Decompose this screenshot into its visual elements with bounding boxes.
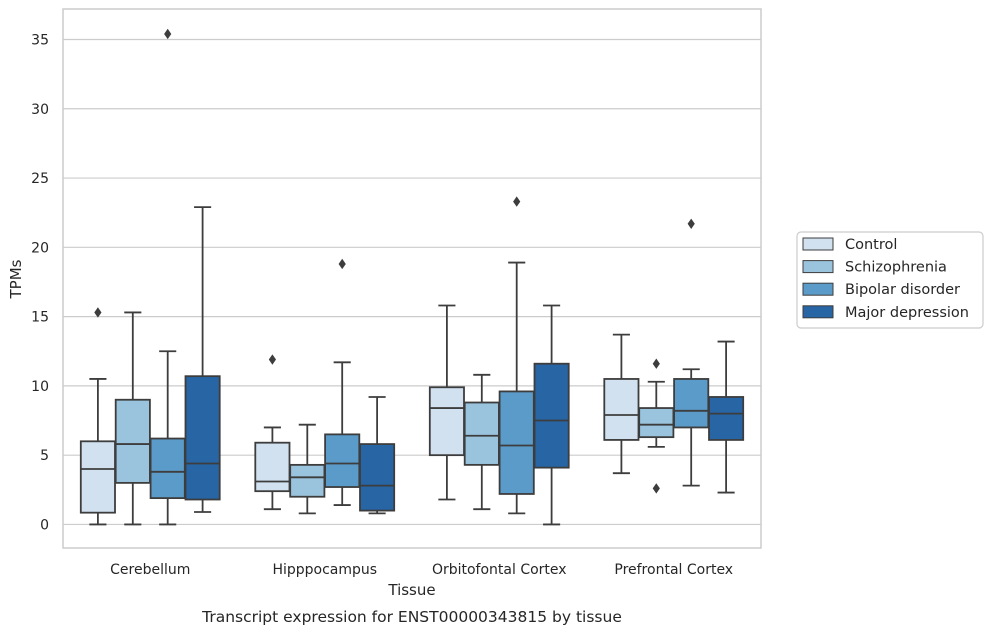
box-body	[428, 386, 465, 457]
box-body	[498, 390, 535, 495]
outlier-point	[268, 354, 276, 365]
box	[114, 311, 151, 526]
box	[603, 333, 640, 475]
legend-label: Schizophrenia	[845, 260, 947, 276]
box-body	[673, 378, 710, 429]
outlier-point	[94, 307, 102, 318]
legend-label: Bipolar disorder	[845, 282, 960, 298]
box-body	[324, 433, 361, 488]
legend: Control Schizophrenia Bipolar disorder Majo…	[796, 231, 984, 329]
chart-caption: Transcript expression for ENST0000034381…	[201, 608, 622, 626]
outlier-point	[164, 28, 172, 40]
legend-label: Major depression	[845, 305, 969, 321]
y-tick-label: 15	[31, 310, 49, 326]
outlier-point	[338, 258, 346, 270]
box-body	[463, 401, 500, 466]
legend-label: Control	[845, 237, 897, 253]
box	[184, 206, 221, 513]
box	[289, 423, 326, 515]
box	[638, 358, 675, 494]
box-body	[254, 441, 291, 493]
x-tick-label: Prefrontal Cortex	[614, 562, 733, 578]
y-axis-title: TPMs	[7, 259, 25, 299]
box-body	[638, 407, 675, 439]
legend-swatch	[802, 260, 834, 274]
box	[428, 304, 465, 501]
box	[79, 307, 116, 526]
box-body	[149, 437, 186, 500]
y-tick-label: 0	[40, 517, 49, 533]
box	[149, 28, 186, 526]
box-body	[289, 463, 326, 498]
y-tick-label: 25	[31, 171, 49, 187]
outlier-point	[652, 358, 660, 369]
y-axis-ticks: 0 5 10 15 20 25 30 35	[31, 32, 49, 533]
box-series	[79, 28, 745, 526]
legend-frame	[796, 231, 984, 329]
box-body	[533, 362, 570, 469]
legend-swatch	[802, 282, 834, 296]
legend-swatch	[802, 305, 834, 319]
box	[324, 258, 361, 506]
box-body	[114, 398, 151, 484]
box	[359, 396, 396, 515]
box	[463, 373, 500, 511]
box	[708, 340, 745, 494]
box-body	[603, 378, 640, 441]
plot-area-frame	[62, 8, 762, 549]
x-tick-label: Cerebellum	[110, 562, 190, 578]
legend-swatch	[802, 237, 834, 251]
box-body	[79, 440, 116, 514]
y-tick-label: 20	[31, 240, 49, 256]
outlier-point	[513, 196, 521, 207]
y-tick-label: 5	[40, 448, 49, 464]
y-tick-label: 30	[31, 102, 49, 118]
y-tick-label: 10	[31, 379, 49, 395]
y-tick-label: 35	[31, 32, 49, 48]
outlier-point	[687, 218, 695, 229]
x-axis-ticks: Cerebellum Hipppocampus Orbitofontal Corte…	[110, 562, 733, 578]
box	[673, 218, 710, 487]
box-body	[184, 375, 221, 501]
box	[498, 196, 535, 515]
x-tick-label: Hipppocampus	[272, 562, 377, 578]
box-body	[708, 396, 745, 441]
x-axis-title: Tissue	[387, 581, 435, 599]
box-body	[359, 443, 396, 512]
box	[254, 354, 291, 511]
box	[533, 304, 570, 526]
outlier-point	[652, 483, 660, 494]
x-tick-label: Orbitofontal Cortex	[432, 562, 567, 578]
